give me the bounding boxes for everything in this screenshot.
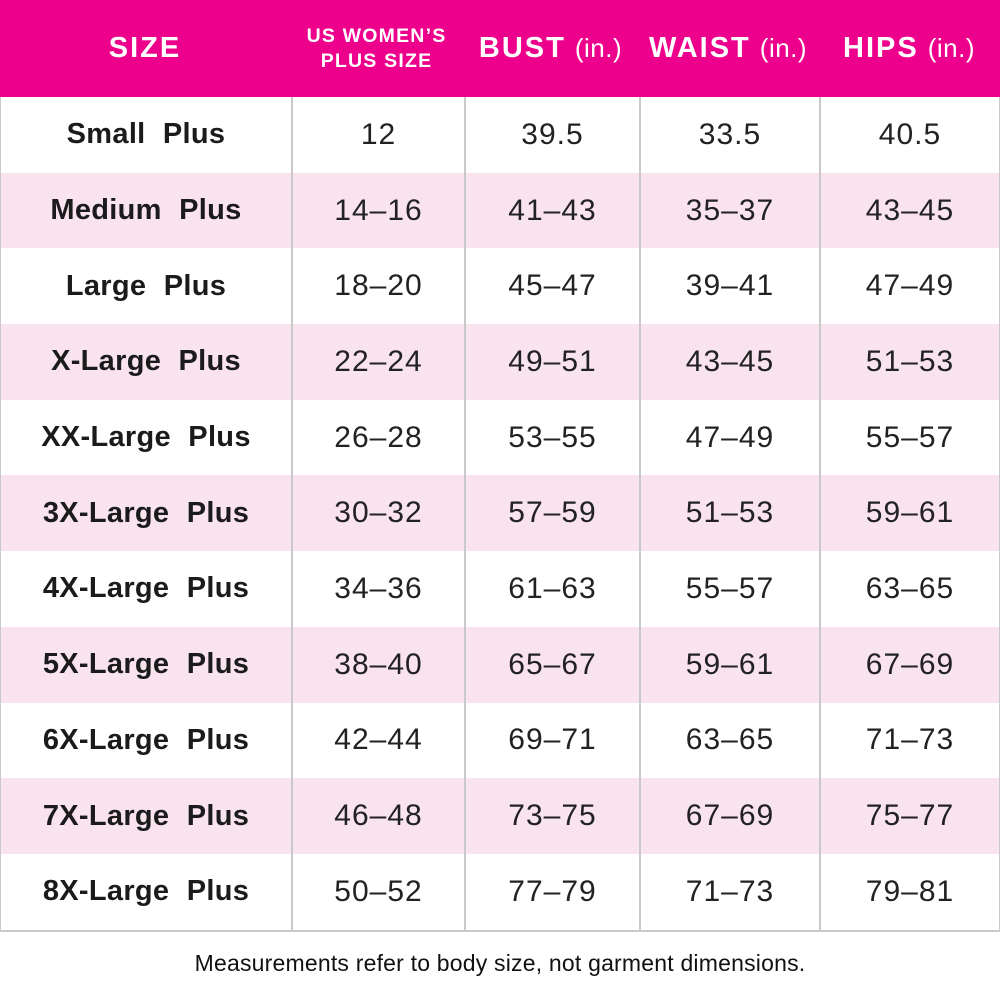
- plus-size-cell: 14–16: [291, 172, 464, 249]
- size-cell: 4X-Large Plus: [42, 572, 250, 605]
- table-row: 8X-Large Plus 50–52 77–79 71–73 79–81: [1, 853, 999, 930]
- footnote-text: Measurements refer to body size, not gar…: [194, 949, 806, 976]
- table-row: 3X-Large Plus 30–32 57–59 51–53 59–61: [1, 475, 999, 552]
- hips-cell: 75–77: [819, 778, 999, 854]
- bust-cell: 73–75: [464, 778, 639, 854]
- size-cell: X-Large Plus: [51, 345, 241, 378]
- header-label-waist: WAIST: [648, 32, 751, 64]
- plus-size-cell: 34–36: [291, 551, 464, 627]
- size-chart-table: SIZE US WOMEN’S PLUS SIZE BUST (in.) WAI…: [0, 0, 1000, 976]
- bust-cell: 41–43: [464, 172, 639, 249]
- hips-cell: 47–49: [819, 248, 999, 325]
- table-row: 6X-Large Plus 42–44 69–71 63–65 71–73: [1, 702, 999, 779]
- plus-size-cell: 22–24: [291, 324, 464, 400]
- bust-cell: 39.5: [464, 97, 639, 173]
- waist-cell: 51–53: [639, 475, 819, 552]
- table-row: 5X-Large Plus 38–40 65–67 59–61 67–69: [1, 626, 999, 703]
- waist-cell: 59–61: [639, 626, 819, 703]
- table-row: XX-Large Plus 26–28 53–55 47–49 55–57: [1, 399, 999, 476]
- header-label-plus-size: US WOMEN’S PLUS SIZE: [306, 25, 447, 72]
- header-cell-hips: HIPS (in.): [818, 0, 1000, 97]
- waist-cell: 55–57: [639, 551, 819, 627]
- waist-cell: 67–69: [639, 778, 819, 854]
- plus-size-cell: 30–32: [291, 475, 464, 552]
- header-label-size: SIZE: [108, 32, 182, 64]
- size-cell: Large Plus: [65, 269, 227, 302]
- size-cell: 3X-Large Plus: [42, 496, 250, 529]
- table-row: Small Plus 12 39.5 33.5 40.5: [1, 97, 999, 173]
- plus-size-cell: 42–44: [291, 702, 464, 779]
- header-unit-hips: (in.): [927, 33, 975, 63]
- size-cell: 6X-Large Plus: [42, 723, 250, 756]
- bust-cell: 49–51: [464, 324, 639, 400]
- plus-size-cell: 18–20: [291, 248, 464, 325]
- waist-cell: 63–65: [639, 702, 819, 779]
- bust-cell: 65–67: [464, 626, 639, 703]
- waist-cell: 47–49: [639, 399, 819, 476]
- header-cell-plus-size: US WOMEN’S PLUS SIZE: [290, 0, 463, 97]
- waist-cell: 39–41: [639, 248, 819, 325]
- size-cell: 5X-Large Plus: [42, 648, 250, 681]
- hips-cell: 55–57: [819, 399, 999, 476]
- plus-size-cell: 46–48: [291, 778, 464, 854]
- size-cell: XX-Large Plus: [41, 421, 251, 454]
- hips-cell: 43–45: [819, 172, 999, 249]
- table-row: 4X-Large Plus 34–36 61–63 55–57 63–65: [1, 551, 999, 627]
- table-row: Medium Plus 14–16 41–43 35–37 43–45: [1, 172, 999, 249]
- header-unit-bust: (in.): [574, 33, 623, 63]
- table-body: Small Plus 12 39.5 33.5 40.5 Medium Plus 14–16…: [0, 97, 1000, 932]
- hips-cell: 40.5: [819, 97, 999, 173]
- hips-cell: 71–73: [819, 702, 999, 779]
- size-cell: 8X-Large Plus: [42, 875, 250, 908]
- hips-cell: 63–65: [819, 551, 999, 627]
- plus-size-cell: 38–40: [291, 626, 464, 703]
- waist-cell: 35–37: [639, 172, 819, 249]
- bust-cell: 61–63: [464, 551, 639, 627]
- header-label-hips: HIPS: [843, 32, 919, 64]
- header-unit-waist: (in.): [759, 33, 808, 63]
- header-cell-size: SIZE: [0, 0, 290, 97]
- size-cell: 7X-Large Plus: [42, 799, 250, 832]
- size-cell: Medium Plus: [50, 194, 242, 227]
- bust-cell: 69–71: [464, 702, 639, 779]
- header-cell-bust: BUST (in.): [463, 0, 638, 97]
- waist-cell: 71–73: [639, 853, 819, 930]
- header-label-bust: BUST: [478, 32, 566, 64]
- hips-cell: 67–69: [819, 626, 999, 703]
- table-header: SIZE US WOMEN’S PLUS SIZE BUST (in.) WAI…: [0, 0, 1000, 97]
- table-row: Large Plus 18–20 45–47 39–41 47–49: [1, 248, 999, 325]
- size-cell: Small Plus: [66, 118, 226, 151]
- table-row: X-Large Plus 22–24 49–51 43–45 51–53: [1, 324, 999, 400]
- table-row: 7X-Large Plus 46–48 73–75 67–69 75–77: [1, 778, 999, 854]
- waist-cell: 43–45: [639, 324, 819, 400]
- bust-cell: 57–59: [464, 475, 639, 552]
- plus-size-cell: 12: [291, 97, 464, 173]
- hips-cell: 51–53: [819, 324, 999, 400]
- plus-size-cell: 50–52: [291, 853, 464, 930]
- bust-cell: 45–47: [464, 248, 639, 325]
- bust-cell: 77–79: [464, 853, 639, 930]
- header-cell-waist: WAIST (in.): [638, 0, 818, 97]
- hips-cell: 79–81: [819, 853, 999, 930]
- waist-cell: 33.5: [639, 97, 819, 173]
- plus-size-cell: 26–28: [291, 399, 464, 476]
- hips-cell: 59–61: [819, 475, 999, 552]
- bust-cell: 53–55: [464, 399, 639, 476]
